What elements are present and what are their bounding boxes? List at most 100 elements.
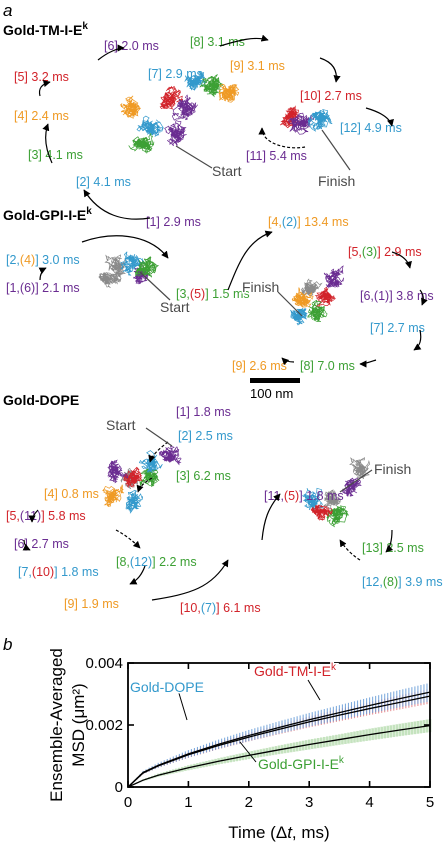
- step-label-duration: 2.7 ms: [384, 321, 425, 335]
- finish-label-gpi: Finish: [242, 279, 279, 295]
- y-axis-title-line2: MSD (μm²): [69, 683, 88, 766]
- series-label: Gold-DOPE: [130, 679, 204, 695]
- x-axis-title-pre: Time (: [228, 823, 276, 842]
- trajectory-segment: [98, 272, 122, 289]
- trajectory-segment: [349, 457, 371, 480]
- step-label-index: [3,: [176, 287, 190, 301]
- step-label-duration: ] 1.8 ms: [54, 565, 98, 579]
- y-axis-title-line1: Ensemble-Averaged: [47, 648, 66, 802]
- y-tick-label: 0.002: [85, 717, 123, 734]
- trajectory-segment: [290, 308, 308, 326]
- step-label: [7] 2.7 ms: [370, 321, 425, 335]
- step-label-index: [4,: [268, 215, 282, 229]
- step-label-inner: (4): [20, 253, 35, 267]
- x-tick-label: 1: [184, 794, 192, 811]
- trajectory-segment: [291, 287, 314, 308]
- trajectory-tm: [119, 70, 333, 154]
- finish-label-dope: Finish: [374, 461, 411, 477]
- step-label-duration: ] 3.9 ms: [398, 575, 442, 589]
- step-label-duration: 4.9 ms: [361, 121, 402, 135]
- step-label-index: [4]: [44, 487, 58, 501]
- series-line-2: [127, 724, 431, 788]
- step-label-inner: (1): [374, 289, 389, 303]
- step-label-duration: ] 3.0 ms: [35, 253, 79, 267]
- step-label-index: [5,: [6, 509, 20, 523]
- series-line-1: [127, 695, 431, 788]
- step-label-index: [2]: [76, 175, 90, 189]
- step-label: [9] 3.1 ms: [230, 59, 285, 73]
- step-label-index: [1,: [6, 281, 20, 295]
- step-label: [8] 3.1 ms: [190, 35, 245, 49]
- trajectory-segment: [199, 74, 224, 98]
- step-label-inner: (2): [282, 215, 297, 229]
- series-label-sup: k: [331, 662, 337, 673]
- group-title-gpi: Gold-GPI-I-Ek: [3, 206, 92, 223]
- step-label: [2,(4)] 3.0 ms: [6, 253, 80, 267]
- group-title-tm-main: Gold-TM-I-E: [3, 22, 82, 38]
- step-label-index: [1]: [146, 215, 160, 229]
- step-label-duration: ] 2.9 ms: [377, 245, 421, 259]
- trajectory-gpi: [98, 251, 344, 326]
- step-label-duration: 4.1 ms: [90, 175, 131, 189]
- trajectory-segment: [314, 286, 337, 308]
- step-label: [3] 6.2 ms: [176, 469, 231, 483]
- step-label-duration: 2.7 ms: [321, 89, 362, 103]
- x-tick-label: 4: [365, 794, 373, 811]
- start-label-gpi: Start: [160, 299, 190, 315]
- step-label: [4,(2)] 13.4 ms: [268, 215, 349, 229]
- step-label-index: [10,: [180, 601, 201, 615]
- step-label-duration: 3.1 ms: [204, 35, 245, 49]
- panel-a-letter: a: [3, 1, 12, 20]
- trajectory-segment: [171, 94, 198, 121]
- finish-label-tm: Finish: [318, 173, 355, 189]
- step-label: [6] 2.7 ms: [14, 537, 69, 551]
- trajectory-segment: [107, 459, 129, 484]
- finish-pointer-dope: [339, 469, 373, 493]
- group-title-dope: Gold-DOPE: [3, 392, 79, 408]
- series-label-pointer: [177, 689, 188, 721]
- step-label-index: [5,: [348, 245, 362, 259]
- x-tick-label: 3: [305, 794, 313, 811]
- step-label-duration: 1.8 ms: [190, 405, 231, 419]
- step-label: [10,(7)] 6.1 ms: [180, 601, 261, 615]
- step-label: [10] 2.7 ms: [300, 89, 362, 103]
- scale-bar: [250, 378, 300, 383]
- trajectory-dope: [102, 445, 371, 528]
- step-label-index: [8,: [116, 555, 130, 569]
- trajectory-segment: [164, 120, 187, 147]
- step-label-duration: 1.9 ms: [78, 597, 119, 611]
- finish-pointer-gpi: [277, 291, 303, 317]
- step-label-index: [8]: [300, 359, 314, 373]
- series-label-pointer: [239, 741, 257, 763]
- step-label-index: [5]: [14, 70, 28, 84]
- x-tick-label: 5: [426, 794, 434, 811]
- start-label-dope: Start: [106, 417, 136, 433]
- step-label-inner: (12): [130, 555, 152, 569]
- trajectory-segment: [218, 84, 240, 103]
- step-label: [7,(10)] 1.8 ms: [18, 565, 99, 579]
- step-label-inner: (7): [201, 601, 216, 615]
- step-label-index: [6,: [360, 289, 374, 303]
- step-label-duration: 2.6 ms: [246, 359, 287, 373]
- group-title-gpi-sup: k: [86, 206, 92, 217]
- step-label-duration: ] 13.4 ms: [297, 215, 348, 229]
- trajectory-segment: [159, 445, 182, 466]
- step-label-inner: (3): [362, 245, 377, 259]
- step-label-inner: (10): [32, 565, 54, 579]
- series-label-name: Gold-TM-I-E: [254, 663, 331, 679]
- trajectory-segment: [159, 85, 183, 110]
- x-tick-label: 2: [245, 794, 253, 811]
- trajectory-segment: [341, 477, 362, 497]
- step-label: [11,(5)] 1.8 ms: [264, 489, 344, 503]
- step-label-duration: 2.5 ms: [192, 429, 233, 443]
- panel-b-letter: b: [3, 635, 12, 654]
- x-axis-title: Time (Δt, ms): [228, 823, 329, 842]
- trajectory-segment: [104, 254, 127, 278]
- x-tick-label: 0: [124, 794, 132, 811]
- trajectory-segment: [138, 450, 163, 473]
- step-label-index: [12,: [362, 575, 383, 589]
- group-title-gpi-main: Gold-GPI-I-E: [3, 207, 86, 223]
- trajectory-segment: [128, 132, 155, 154]
- step-label: [9] 1.9 ms: [64, 597, 119, 611]
